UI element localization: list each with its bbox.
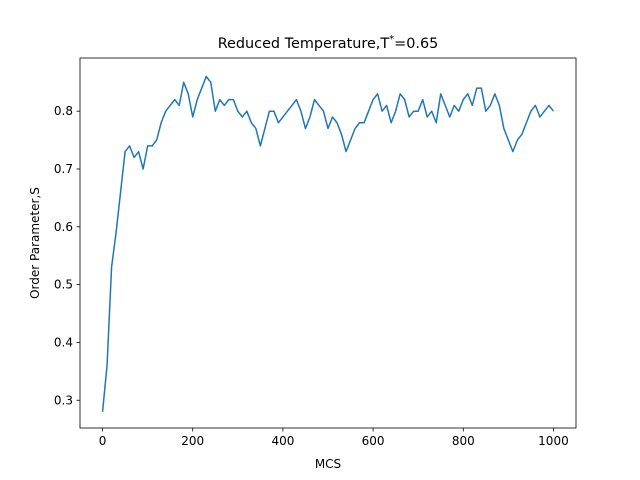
x-tick-label: 200 — [181, 434, 204, 448]
x-axis-label: MCS — [315, 457, 341, 471]
y-tick-label: 0.3 — [54, 393, 73, 407]
chart-title: Reduced Temperature,T*=0.65 — [218, 34, 439, 52]
x-tick-label: 800 — [452, 434, 475, 448]
y-tick-label: 0.8 — [54, 104, 73, 118]
y-tick-label: 0.5 — [54, 278, 73, 292]
title-text: Reduced Temperature,T — [218, 36, 390, 52]
plot-frame — [79, 57, 577, 429]
x-tick-label: 1000 — [538, 434, 569, 448]
x-tick-label: 400 — [271, 434, 294, 448]
title-suffix: =0.65 — [394, 36, 438, 52]
x-tick-label: 600 — [362, 434, 385, 448]
y-tick-label: 0.4 — [54, 335, 73, 349]
title-superscript: * — [389, 34, 394, 45]
data-line — [101, 75, 555, 412]
x-tick-label: 0 — [99, 434, 107, 448]
y-axis-label: Order Parameter,S — [28, 187, 42, 299]
y-tick-label: 0.6 — [54, 220, 73, 234]
y-tick-label: 0.7 — [54, 162, 73, 176]
